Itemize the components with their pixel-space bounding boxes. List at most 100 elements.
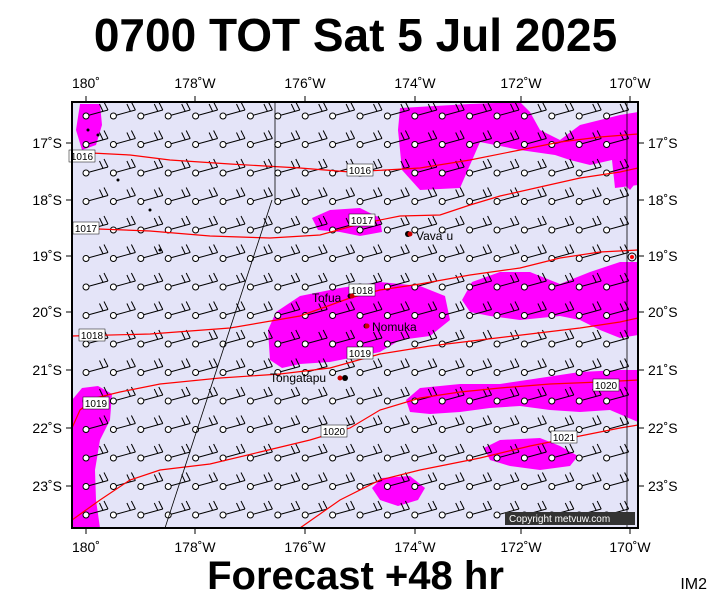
wind-barb-icon [575,358,602,376]
wind-barb-icon [438,301,465,319]
wind-barb-icon [192,443,219,462]
wind-barb-icon [466,386,493,405]
wind-barb-icon [383,215,410,234]
wind-barb-icon [383,358,410,376]
wind-barb-icon [466,130,493,148]
rain-area [398,102,638,190]
wind-barb-icon [411,500,438,519]
wind-barb-icon [164,415,191,433]
latitude-label-right: 19˚S [648,248,678,264]
wind-barb-icon [520,301,547,319]
wind-barb-icon [438,215,465,234]
wind-barb-icon [219,101,246,120]
place-marker [364,323,370,329]
wind-barb-icon [466,415,493,433]
wind-barb-icon [548,187,575,205]
wind-barb-icon [548,415,575,433]
wind-barb-icon [383,101,410,120]
wind-barb-icon [301,130,328,148]
forecast-label: Forecast +48 hr [207,554,504,598]
island [627,252,637,262]
wind-barb-icon [82,272,109,291]
wind-barb-icon [383,272,410,291]
rain-area [372,476,425,506]
wind-barb-icon [192,272,219,291]
wind-barb-icon [137,415,164,433]
wind-barb-icon [411,415,438,433]
wind-barb-icon [438,415,465,433]
wind-barb-icon [274,415,301,433]
wind-barb-icon [82,244,109,262]
wind-barb-icon [109,130,136,148]
wind-barb-icon [219,301,246,319]
latitude-label-left: 17˚S [32,135,62,151]
wind-barb-icon [219,130,246,148]
wind-barb-icon [356,386,383,405]
isobar-label: 1017 [72,221,100,235]
wind-barb-icon [493,301,520,319]
longitude-label-bottom: 180˚ [72,539,100,555]
map-code: IM2 [680,576,707,593]
wind-barb-icon [301,415,328,433]
longitude-label-top: 172˚W [500,75,542,91]
wind-barb-icon [520,158,547,177]
place-label-vavau: Vava`u [416,229,453,243]
wind-barb-icon [246,158,273,177]
wind-barb-icon [383,472,410,490]
wind-barb-icon [137,358,164,376]
wind-barb-icon [219,443,246,462]
wind-barb-icon [548,272,575,291]
wind-barb-icon [575,415,602,433]
isobar-value: 1017 [351,216,374,227]
wind-barb-icon [383,301,410,319]
wind-barb-icon [301,386,328,405]
latitude-label-left: 18˚S [32,192,62,208]
longitude-label-bottom: 178˚W [174,539,216,555]
wind-barb-icon [466,158,493,177]
wind-barb-icon [192,358,219,376]
copyright-box [505,512,635,525]
wind-barb-icon [411,443,438,462]
wind-barb-icon [493,472,520,490]
wind-barb-icon [356,187,383,205]
wind-barb-icon [329,443,356,462]
wind-barb-icon [109,301,136,319]
wind-barb-icon [356,101,383,120]
wind-barb-icon [301,329,328,348]
wind-barb-icon [548,386,575,405]
axis-ticks [66,96,644,534]
wind-barb-icon [438,244,465,262]
wind-barb-icon [82,472,109,490]
isobar-label: 1016 [68,149,96,163]
wind-barb-icon [548,329,575,348]
wind-barb-icon [383,386,410,405]
wind-barb-icon [192,329,219,348]
wind-barb-icon [164,358,191,376]
wind-barb-icon [137,272,164,291]
wind-barb-icon [575,187,602,205]
wind-barb-icon [520,329,547,348]
wind-barb-icon [137,244,164,262]
wind-barb-icon [520,272,547,291]
wind-barb-icon [109,272,136,291]
wind-barb-icon [109,358,136,376]
latitude-label-left: 22˚S [32,420,62,436]
wind-barb-icon [438,187,465,205]
wind-barb-icon [466,358,493,376]
island [148,208,152,212]
wind-barb-icon [466,215,493,234]
wind-barb-icon [164,443,191,462]
wind-barb-icon [411,301,438,319]
wind-barb-icon [246,472,273,490]
wind-barb-icon [137,187,164,205]
isobar-line [71,133,639,173]
isobar-value: 1019 [349,349,372,360]
longitude-label-bottom: 170˚W [609,539,651,555]
wind-barb-icon [82,158,109,177]
isobar-label: 1017 [348,213,376,227]
isobar-value: 1020 [595,381,618,392]
wind-barb-icon [137,443,164,462]
wind-barb-icon [383,158,410,177]
wind-barb-icon [383,443,410,462]
